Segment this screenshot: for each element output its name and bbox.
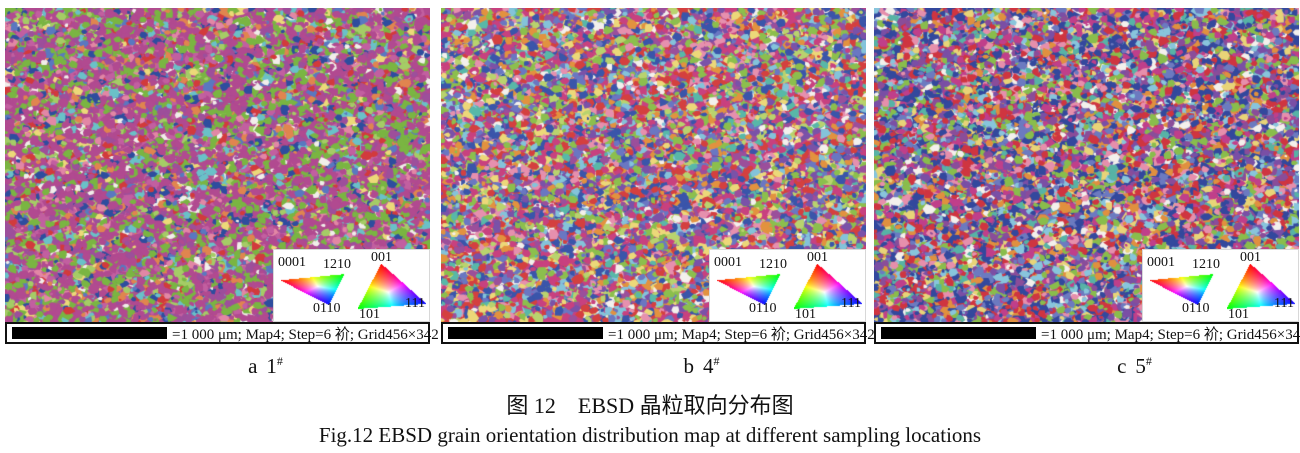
ipf-triangle-hex xyxy=(1150,273,1216,305)
scale-bar-box: =1 000 μm; Map4; Step=6 衸; Grid456×342 xyxy=(874,322,1300,344)
ebsd-panel-b: 0001 1210 0110 001 101 111 =1 000 μm; Ma… xyxy=(441,8,875,379)
ipf-label-0110: 0110 xyxy=(749,301,777,316)
panel-sample: 5 xyxy=(1135,354,1146,378)
scale-bar-text: =1 000 μm; Map4; Step=6 衸; Grid456×342 xyxy=(1041,326,1300,343)
ipf-legend: 0001 1210 0110 001 101 111 xyxy=(709,249,866,322)
ipf-label-001: 001 xyxy=(807,250,828,265)
ebsd-map-a: 0001 1210 0110 001 101 111 xyxy=(5,8,430,322)
panel-sample-sup: # xyxy=(1145,354,1152,368)
panel-letter: a xyxy=(248,354,258,378)
ipf-label-0001: 0001 xyxy=(1147,255,1175,270)
panel-label-b: b 4# xyxy=(489,354,914,379)
ipf-label-1210: 1210 xyxy=(1192,257,1220,272)
ebsd-map-c: 0001 1210 0110 001 101 111 xyxy=(874,8,1299,322)
ebsd-panel-a: 0001 1210 0110 001 101 111 =1 000 μm; Ma… xyxy=(5,8,439,379)
ipf-triangle-cubic xyxy=(1227,264,1295,310)
ipf-label-0110: 0110 xyxy=(1182,301,1210,316)
scale-bar-text: =1 000 μm; Map4; Step=6 衸; Grid456×342 xyxy=(172,326,439,343)
panel-sample: 4 xyxy=(703,354,714,378)
ipf-label-111: 111 xyxy=(1274,296,1294,311)
ipf-label-001: 001 xyxy=(371,250,392,265)
ipf-triangle-cubic xyxy=(794,264,862,310)
ipf-legend: 0001 1210 0110 001 101 111 xyxy=(273,249,430,322)
ebsd-panel-c: 0001 1210 0110 001 101 111 =1 000 μm; Ma… xyxy=(874,8,1300,379)
ipf-label-1210: 1210 xyxy=(759,257,787,272)
scale-bar xyxy=(12,327,167,339)
ipf-label-0001: 0001 xyxy=(278,255,306,270)
ipf-legend: 0001 1210 0110 001 101 111 xyxy=(1142,249,1299,322)
scale-bar-text: =1 000 μm; Map4; Step=6 衸; Grid456×342 xyxy=(608,326,875,343)
ebsd-map-b: 0001 1210 0110 001 101 111 xyxy=(441,8,866,322)
ipf-label-111: 111 xyxy=(405,296,425,311)
panel-sample-sup: # xyxy=(276,354,283,368)
ipf-label-001: 001 xyxy=(1240,250,1261,265)
panel-letter: b xyxy=(683,354,695,378)
panel-label-a: a 1# xyxy=(53,354,478,379)
scale-bar xyxy=(448,327,603,339)
ipf-label-0001: 0001 xyxy=(714,255,742,270)
ipf-label-0110: 0110 xyxy=(313,301,341,316)
panels-row: 0001 1210 0110 001 101 111 =1 000 μm; Ma… xyxy=(5,8,1300,379)
scale-bar xyxy=(881,327,1036,339)
scale-bar-box: =1 000 μm; Map4; Step=6 衸; Grid456×342 xyxy=(5,322,439,344)
ipf-triangle-hex xyxy=(717,273,783,305)
ipf-label-101: 101 xyxy=(359,307,380,322)
ipf-triangle-cubic xyxy=(358,264,426,310)
scale-bar-box: =1 000 μm; Map4; Step=6 衸; Grid456×342 xyxy=(441,322,875,344)
figure-caption-en: Fig.12 EBSD grain orientation distributi… xyxy=(318,423,982,447)
ipf-label-101: 101 xyxy=(1228,307,1249,322)
panel-letter: c xyxy=(1117,354,1127,378)
figure-caption-zh: 图 12 EBSD 晶粒取向分布图 xyxy=(506,393,794,418)
ipf-label-1210: 1210 xyxy=(323,257,351,272)
ipf-triangle-hex xyxy=(281,273,347,305)
ipf-label-101: 101 xyxy=(795,307,816,322)
panel-label-c: c 5# xyxy=(922,354,1300,379)
ipf-label-111: 111 xyxy=(841,296,861,311)
panel-sample-sup: # xyxy=(713,354,720,368)
panel-sample: 1 xyxy=(266,354,277,378)
